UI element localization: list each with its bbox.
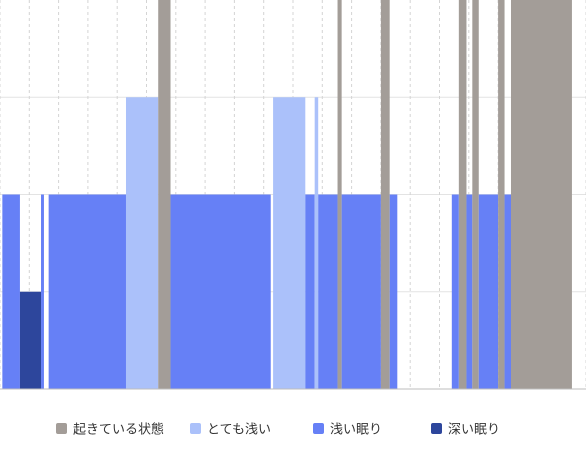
stage-bar-awake bbox=[337, 0, 342, 389]
stage-bar-light bbox=[504, 194, 511, 389]
stage-bar-light bbox=[466, 194, 473, 389]
stage-bar-light bbox=[451, 194, 459, 389]
stage-bar-very-light bbox=[125, 97, 159, 389]
stage-bar-very-light bbox=[273, 97, 306, 389]
stage-bar-light bbox=[341, 194, 381, 389]
stage-bar-awake bbox=[158, 0, 171, 389]
stage-bar-light bbox=[170, 194, 271, 389]
stage-bar-awake bbox=[510, 0, 572, 389]
stage-bar-light bbox=[2, 194, 20, 389]
legend-swatch bbox=[190, 423, 201, 434]
legend: 起きている状態 とても浅い 浅い眠り 深い眠り bbox=[56, 422, 500, 438]
stage-bar-awake bbox=[458, 0, 467, 389]
stage-bar-very-light bbox=[314, 97, 319, 389]
legend-label: 浅い眠り bbox=[330, 423, 382, 438]
stage-bar-awake bbox=[472, 0, 479, 389]
legend-item-awake: 起きている状態 bbox=[56, 422, 164, 438]
legend-label: とても浅い bbox=[207, 423, 271, 438]
stage-bar-light bbox=[41, 194, 44, 389]
stage-bar-deep bbox=[19, 291, 42, 389]
legend-swatch bbox=[56, 423, 67, 434]
legend-swatch bbox=[313, 423, 324, 434]
legend-label: 起きている状態 bbox=[73, 422, 164, 438]
stage-bars bbox=[2, 0, 572, 389]
stage-bar-light bbox=[48, 194, 126, 389]
legend-item-light: 浅い眠り bbox=[313, 423, 382, 438]
legend-item-deep: 深い眠り bbox=[431, 423, 500, 438]
stage-bar-awake bbox=[380, 0, 390, 389]
stage-bar-light bbox=[305, 194, 315, 389]
legend-swatch bbox=[431, 423, 442, 434]
stage-bar-light bbox=[478, 194, 499, 389]
stage-bar-light bbox=[389, 194, 398, 389]
legend-label: 深い眠り bbox=[448, 423, 500, 438]
legend-item-very-light: とても浅い bbox=[190, 423, 271, 438]
stage-bar-awake bbox=[498, 0, 505, 389]
stage-bar-light bbox=[318, 194, 338, 389]
